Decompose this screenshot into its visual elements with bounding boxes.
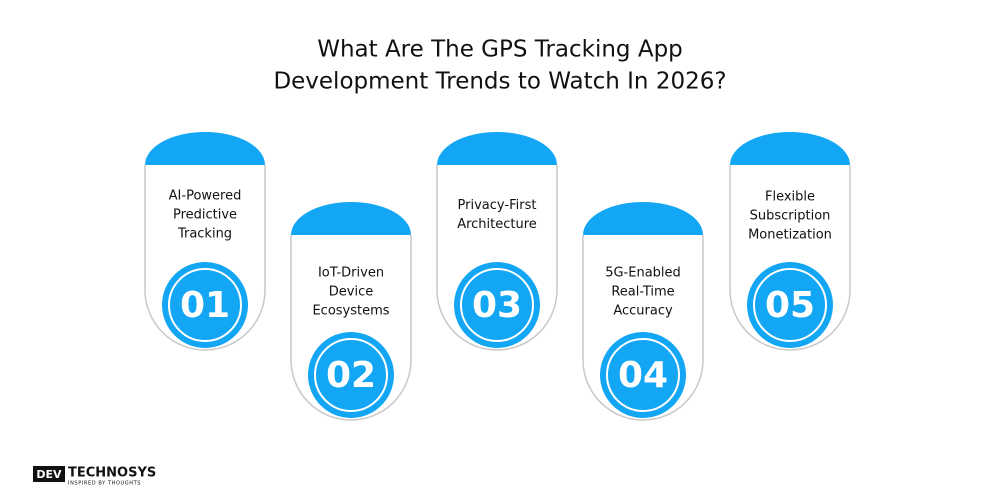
card-cap xyxy=(583,202,703,235)
trend-card: 02 IoT-Driven Device Ecosystems xyxy=(290,202,412,421)
number-ring xyxy=(606,338,680,412)
trend-card: 05 Flexible Subscription Monetization xyxy=(729,132,851,351)
card-label: Subscription xyxy=(750,209,831,224)
number-ring xyxy=(460,268,534,342)
card-label: Real-Time xyxy=(611,285,674,300)
card-outline xyxy=(436,165,558,351)
logo-box xyxy=(33,466,65,482)
card-label: Device xyxy=(329,285,373,300)
logo-name: TECHNOSYS xyxy=(68,466,156,481)
logo-mark: DEV xyxy=(36,468,62,481)
card-outline xyxy=(582,235,704,421)
number-badge xyxy=(308,332,394,418)
card-cap xyxy=(730,132,850,165)
number-badge xyxy=(454,262,540,348)
card-outline xyxy=(144,165,266,351)
trend-card: 01 AI-Powered Predictive Tracking xyxy=(144,132,266,351)
title-line: What Are The GPS Tracking App xyxy=(317,37,683,63)
card-number: 02 xyxy=(326,355,376,396)
card-outline xyxy=(290,235,412,421)
number-ring xyxy=(753,268,827,342)
number-ring xyxy=(168,268,242,342)
card-label: Privacy-First xyxy=(458,198,537,213)
card-cap xyxy=(437,132,557,165)
number-badge xyxy=(747,262,833,348)
number-badge xyxy=(162,262,248,348)
card-label: Accuracy xyxy=(613,304,673,319)
card-cap xyxy=(145,132,265,165)
card-number: 01 xyxy=(180,285,230,326)
card-number: 05 xyxy=(765,285,815,326)
number-badge xyxy=(600,332,686,418)
card-label: Architecture xyxy=(457,217,537,232)
card-label: 5G-Enabled xyxy=(605,266,681,281)
card-label: AI-Powered xyxy=(169,189,242,204)
card-label: IoT-Driven xyxy=(318,266,384,281)
number-ring xyxy=(314,338,388,412)
card-label: Tracking xyxy=(177,227,232,242)
card-number: 03 xyxy=(472,285,522,326)
card-number: 04 xyxy=(618,355,668,396)
card-cap xyxy=(291,202,411,235)
trend-card: 04 5G-Enabled Real-Time Accuracy xyxy=(582,202,704,421)
title-line: Development Trends to Watch In 2026? xyxy=(273,69,726,95)
card-label: Flexible xyxy=(765,190,815,205)
trend-card: 03 Privacy-First Architecture xyxy=(436,132,558,351)
card-label: Predictive xyxy=(173,208,237,223)
card-label: Ecosystems xyxy=(312,304,389,319)
card-label: Monetization xyxy=(748,228,832,243)
logo: DEV TECHNOSYS INSPIRED BY THOUGHTS xyxy=(33,466,156,487)
card-outline xyxy=(729,165,851,351)
logo-tagline: INSPIRED BY THOUGHTS xyxy=(68,481,141,487)
